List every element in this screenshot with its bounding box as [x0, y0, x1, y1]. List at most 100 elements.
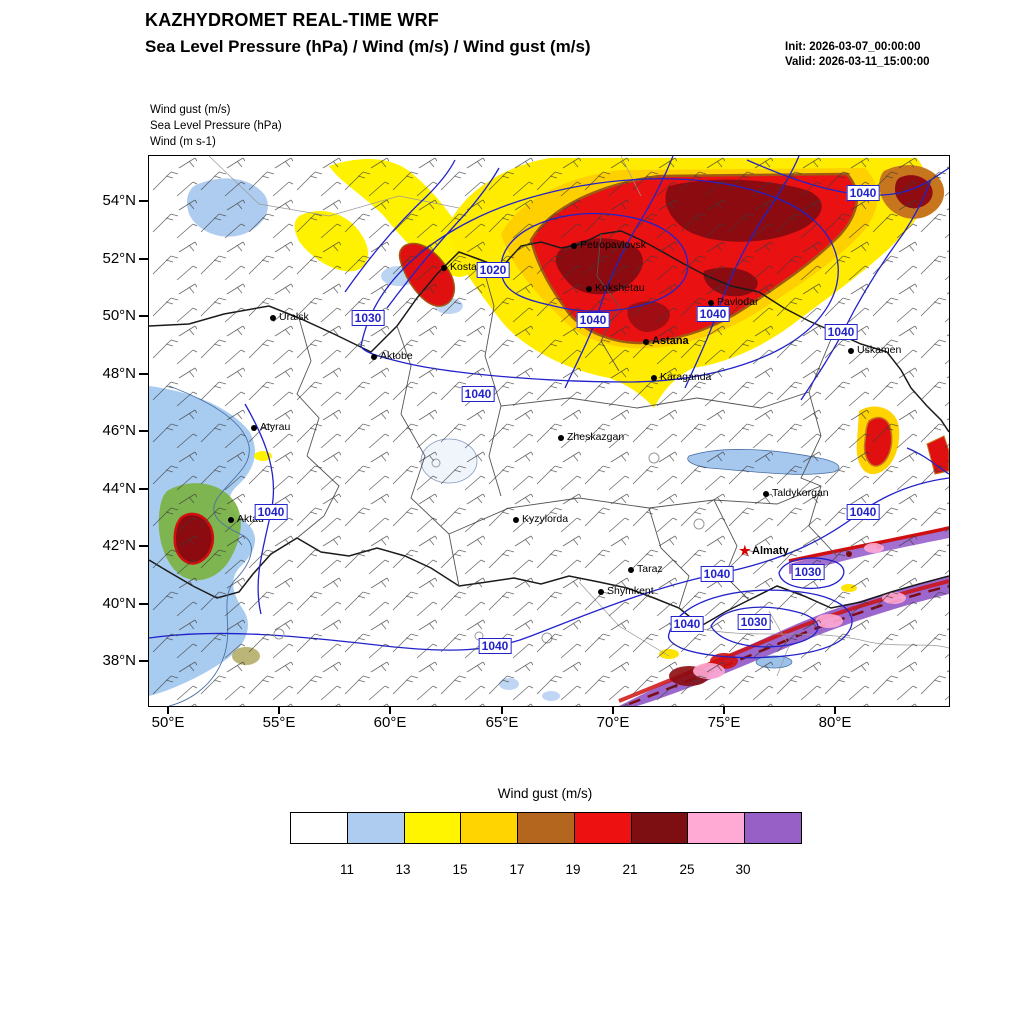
- x-axis-tick-mark: [389, 706, 391, 714]
- city-dot-icon: [251, 425, 257, 431]
- colorbar-cell: [688, 813, 746, 843]
- x-axis-tick-label: 60°E: [373, 714, 407, 731]
- city-dot-icon: [571, 243, 577, 249]
- colorbar-tick-label: 15: [452, 862, 468, 877]
- colorbar-cell: [404, 813, 462, 843]
- y-axis-tick-label: 48°N: [102, 365, 136, 382]
- isobar-label: 1040: [824, 324, 858, 340]
- x-axis-tick-label: 80°E: [818, 714, 852, 731]
- x-axis-tick-label: 70°E: [596, 714, 630, 731]
- x-axis-tick-mark: [278, 706, 280, 714]
- isobar-label: 1030: [791, 564, 825, 580]
- y-axis-tick-mark: [139, 315, 148, 317]
- city-label: Astana: [652, 335, 689, 347]
- x-axis-tick-mark: [167, 706, 169, 714]
- city-label: Uskamen: [857, 344, 902, 356]
- city-dot-icon: [228, 517, 234, 523]
- colorbar-cell: [347, 813, 405, 843]
- y-axis-tick-mark: [139, 660, 148, 662]
- y-axis-tick-label: 42°N: [102, 537, 136, 554]
- y-axis-tick-mark: [139, 545, 148, 547]
- city-label: Petropavlovsk: [580, 239, 646, 251]
- isobar-label: 1040: [576, 312, 610, 328]
- y-axis-tick-mark: [139, 258, 148, 260]
- city-label: Taldykorgan: [772, 487, 829, 499]
- city-label: Almaty: [752, 545, 789, 557]
- city-dot-icon: [441, 265, 447, 271]
- city-label: Atyrau: [260, 421, 291, 433]
- y-axis-tick-mark: [139, 603, 148, 605]
- colorbar-tick-label: 13: [395, 862, 411, 877]
- city-dot-icon: [270, 315, 276, 321]
- colorbar-cell: [574, 813, 632, 843]
- colorbar-tick-label: 30: [735, 862, 751, 877]
- isobar-label: 1020: [476, 262, 510, 278]
- valid-timestamp: Valid: 2026-03-11_15:00:00: [785, 56, 930, 68]
- colorbar-title: Wind gust (m/s): [497, 786, 593, 801]
- colorbar-tick-label: 19: [565, 862, 581, 877]
- isobar-label: 1030: [351, 310, 385, 326]
- y-axis-tick-mark: [139, 373, 148, 375]
- colorbar-tick-label: 17: [509, 862, 525, 877]
- page-subtitle: Sea Level Pressure (hPa) / Wind (m/s) / …: [145, 37, 591, 56]
- isobar-label: 1040: [846, 185, 880, 201]
- city-label: Zheskazgan: [567, 431, 625, 443]
- y-axis-tick-label: 38°N: [102, 652, 136, 669]
- city-label: Kyzylorda: [522, 513, 569, 525]
- city-dot-icon: [513, 517, 519, 523]
- legend-line-windgust: Wind gust (m/s): [150, 104, 231, 116]
- colorbar: [290, 812, 802, 844]
- y-axis-tick-mark: [139, 430, 148, 432]
- city-label: Pavlodar: [717, 296, 759, 308]
- wind-barb-field: [149, 156, 949, 706]
- x-axis-tick-mark: [612, 706, 614, 714]
- y-axis-tick-mark: [139, 200, 148, 202]
- plot-variable-legend: Wind gust (m/s) Sea Level Pressure (hPa)…: [150, 102, 282, 150]
- y-axis-tick-mark: [139, 488, 148, 490]
- city-label: Shymkent: [607, 585, 654, 597]
- page-title: KAZHYDROMET REAL-TIME WRF: [145, 10, 439, 30]
- city-dot-icon: [598, 589, 604, 595]
- colorbar-cell: [461, 813, 519, 843]
- y-axis-tick-label: 50°N: [102, 307, 136, 324]
- city-dot-icon: [371, 354, 377, 360]
- y-axis-tick-label: 52°N: [102, 250, 136, 267]
- city-dot-icon: [763, 491, 769, 497]
- star-icon: ★: [739, 543, 751, 558]
- city-dot-icon: [643, 339, 649, 345]
- isobar-label: 1030: [737, 614, 771, 630]
- x-axis-tick-label: 75°E: [707, 714, 741, 731]
- isobar-label: 1040: [478, 638, 512, 654]
- city-label: Karaganda: [660, 371, 712, 383]
- colorbar-tick-label: 11: [339, 862, 354, 877]
- x-axis-tick-mark: [501, 706, 503, 714]
- isobar-label: 1040: [461, 386, 495, 402]
- colorbar-tick-label: 21: [622, 862, 638, 877]
- map-canvas: Kostanai Petropavlovsk Kokshetau Uralsk …: [148, 155, 950, 707]
- legend-line-slp: Sea Level Pressure (hPa): [150, 120, 282, 132]
- colorbar-cell: [291, 813, 348, 843]
- x-axis-tick-mark: [834, 706, 836, 714]
- x-axis-tick-label: 55°E: [262, 714, 296, 731]
- city-dot-icon: [628, 567, 634, 573]
- isobar-label: 1040: [700, 566, 734, 582]
- city-dot-icon: [708, 300, 714, 306]
- x-axis-tick-label: 50°E: [151, 714, 185, 731]
- colorbar-cell: [518, 813, 575, 843]
- init-timestamp: Init: 2026-03-07_00:00:00: [785, 41, 921, 53]
- city-label: Uralsk: [279, 311, 309, 323]
- y-axis-tick-label: 44°N: [102, 480, 136, 497]
- city-dot-icon: [848, 348, 854, 354]
- y-axis-tick-label: 54°N: [102, 192, 136, 209]
- city-label: Taraz: [637, 563, 663, 575]
- city-dot-icon: [651, 375, 657, 381]
- city-dot-icon: [558, 435, 564, 441]
- isobar-label: 1040: [254, 504, 288, 520]
- isobar-label: 1040: [846, 504, 880, 520]
- legend-line-wind: Wind (m s-1): [150, 136, 216, 148]
- colorbar-cell: [631, 813, 689, 843]
- map-graphics: [149, 156, 949, 706]
- city-dot-icon: [586, 286, 592, 292]
- x-axis-tick-mark: [723, 706, 725, 714]
